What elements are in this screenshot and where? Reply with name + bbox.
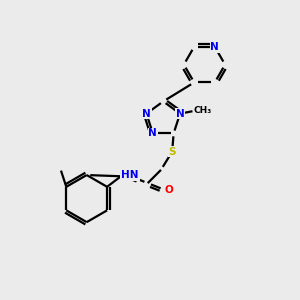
Text: N: N xyxy=(210,42,219,52)
Text: O: O xyxy=(165,184,174,195)
Text: HN: HN xyxy=(121,170,139,180)
Text: N: N xyxy=(148,128,157,138)
Text: N: N xyxy=(142,109,151,118)
Text: S: S xyxy=(168,147,176,157)
Text: N: N xyxy=(176,109,184,118)
Text: CH₃: CH₃ xyxy=(194,106,212,115)
